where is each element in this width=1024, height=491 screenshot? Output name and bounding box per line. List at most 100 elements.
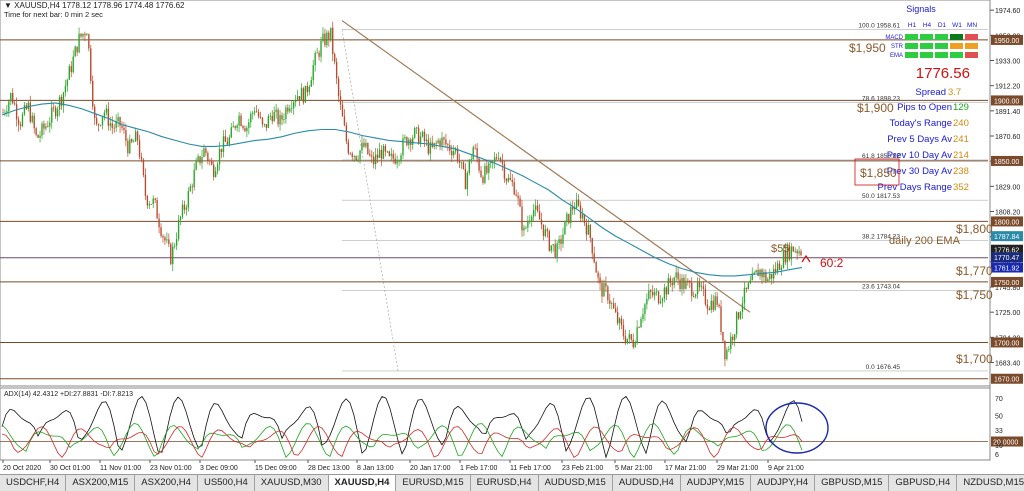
candle-body (363, 142, 365, 147)
adx-tick-label: 16 (995, 443, 1003, 450)
candle-body (160, 227, 162, 236)
signal-cell (950, 34, 963, 40)
candle-body (412, 137, 414, 145)
prev5-row: Prev 5 Days Av 241 (887, 134, 969, 145)
candle-body (509, 177, 511, 180)
symbol-tab[interactable]: AUDJPY,H4 (751, 475, 816, 491)
candle-body (704, 288, 707, 305)
symbol-tab[interactable]: NZDUSD,M15 (957, 475, 1024, 491)
timeframe-label: W1 (952, 22, 962, 29)
candle-body (115, 121, 117, 128)
candle-body (480, 170, 482, 177)
candle-body (630, 334, 632, 340)
candle-body (628, 334, 630, 339)
candle-body (310, 80, 312, 87)
candle-body (6, 111, 8, 113)
chart-canvas[interactable]: 100.0 1958.61 78.6 1898.23 61.8 1850.82 50.… (0, 0, 1024, 474)
candle-body (519, 198, 521, 207)
candle-body (322, 33, 324, 42)
candle-body (753, 272, 755, 274)
symbol-tab[interactable]: ASX200,H4 (135, 475, 198, 491)
symbol-tab[interactable]: AUDUSD,H4 (612, 475, 681, 491)
symbol-tab[interactable]: US500,H4 (197, 475, 255, 491)
annotation-1900: $1,900 (857, 101, 894, 115)
candle-body (187, 191, 190, 208)
x-tick-label: 20 Oct 2020 (3, 465, 41, 472)
candle-body (739, 312, 742, 319)
candle-body (53, 107, 55, 109)
candle-body (691, 282, 693, 297)
candle-body (613, 303, 615, 309)
candle-body (170, 243, 172, 265)
candle-body (501, 160, 504, 164)
price-tag-box (991, 244, 1023, 255)
symbol-tab[interactable]: EURUSD,M15 (396, 475, 471, 491)
candle-body (230, 127, 232, 138)
candle-body (289, 108, 291, 112)
adx-tick-label: 33 (995, 428, 1003, 435)
time-axis: 20 Oct 2020 30 Oct 01:00 11 Nov 01:00 23 No… (2, 460, 804, 472)
spread-label: Spread (915, 87, 946, 98)
candle-body (306, 85, 309, 92)
candle-body (349, 153, 351, 155)
symbol-tab[interactable]: AUDUSD,M15 (538, 475, 613, 491)
symbol-tab[interactable]: GBPUSD,M15 (815, 475, 890, 491)
symbol-tab[interactable]: EURUSD,H4 (470, 475, 539, 491)
candle-body (17, 119, 20, 125)
candle-body (158, 218, 160, 228)
candle-body (774, 269, 777, 273)
annotation-1800: $1,800 (956, 222, 993, 236)
candle-body (228, 137, 230, 145)
candle-body (675, 272, 677, 278)
candle-body (525, 227, 527, 229)
candle-body (261, 117, 264, 125)
symbol-tab[interactable]: ASX200,M15 (66, 475, 136, 491)
candle-body (529, 220, 531, 222)
symbol-tab[interactable]: USDCHF,H4 (0, 475, 67, 491)
candle-body (318, 52, 320, 57)
candle-body (581, 214, 584, 219)
candle-body (150, 204, 152, 205)
candle-body (462, 162, 465, 169)
symbol-tab[interactable]: XAUUSD,H4 (328, 475, 397, 491)
candle-body (568, 213, 570, 224)
candle-body (616, 312, 619, 324)
candle-body (636, 327, 638, 343)
symbol-tab[interactable]: XAUUSD,M30 (254, 475, 329, 491)
candle-body (172, 246, 174, 265)
x-tick-label: 29 Mar 21:00 (717, 465, 758, 472)
candle-body (605, 283, 607, 287)
price-tag-box (991, 276, 1023, 287)
candle-body (144, 174, 147, 196)
candle-body (546, 229, 549, 232)
candle-body (164, 237, 166, 241)
price-tag-label: 1761.92 (994, 266, 1019, 273)
symbol-tab[interactable]: AUDJPY,M15 (680, 475, 752, 491)
candle-body (745, 287, 748, 289)
candle-body (585, 222, 588, 235)
candle-body (603, 283, 605, 297)
candle-body (591, 238, 593, 254)
candle-body (466, 173, 469, 190)
candle-body (302, 88, 305, 103)
candle-body (734, 334, 736, 341)
symbol-tab[interactable]: GBPUSD,H4 (889, 475, 958, 491)
candle-body (14, 103, 16, 105)
price-tag-box (991, 34, 1023, 45)
candle-body (540, 219, 543, 225)
candle-body (99, 125, 102, 126)
candle-body (743, 287, 746, 304)
candle-body (355, 155, 357, 161)
candle-body (533, 209, 535, 217)
candle-body (140, 156, 143, 160)
candle-body (414, 128, 416, 138)
candle-body (125, 130, 127, 141)
candle-body (716, 296, 718, 305)
price-tag-label: 1850.00 (994, 159, 1019, 166)
candle-body (394, 158, 396, 164)
candle-body (359, 150, 361, 160)
candle-body (107, 108, 110, 126)
candle-body (248, 122, 250, 128)
candle-body (378, 149, 381, 158)
signal-cell (935, 52, 948, 58)
